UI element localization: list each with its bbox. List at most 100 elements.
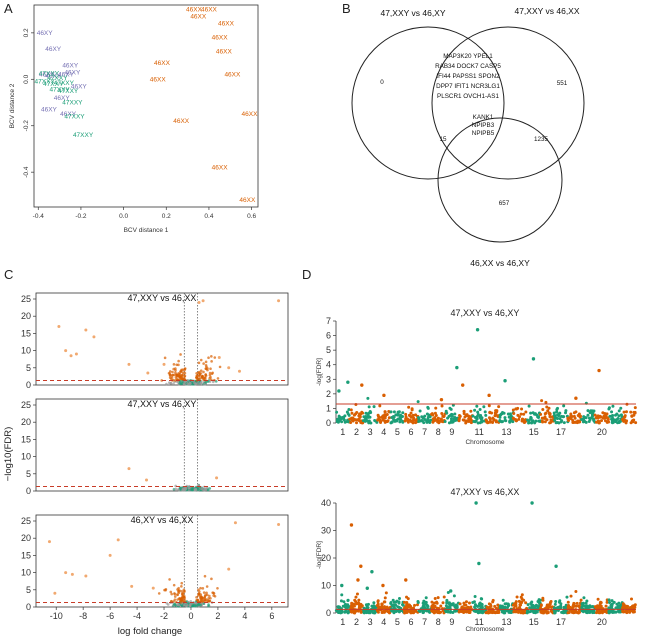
manhattan-point <box>343 420 347 424</box>
y-tick-label: 0.2 <box>23 28 30 37</box>
volcano-outlier <box>130 584 134 588</box>
manhattan-point <box>404 417 408 421</box>
x-tick-label: -8 <box>79 611 87 621</box>
manhattan-point <box>382 609 386 613</box>
manhattan-point <box>497 405 501 409</box>
manhattan-point <box>413 603 417 607</box>
volcano-point <box>182 377 185 381</box>
manhattan-point <box>531 411 535 415</box>
manhattan-point <box>527 421 531 425</box>
volcano-point <box>168 370 172 373</box>
chromosome-tick-label: 8 <box>436 617 441 627</box>
manhattan-point <box>584 601 588 605</box>
manhattan-point <box>626 604 630 608</box>
manhattan-point <box>424 596 428 600</box>
manhattan-title-1: 47,XXY vs 46,XY <box>451 308 520 318</box>
manhattan-point <box>543 420 547 424</box>
chromosome-tick-label: 2 <box>354 617 359 627</box>
volcano-outlier <box>127 467 131 471</box>
manhattan-point <box>572 601 576 605</box>
volcano-point <box>182 382 186 386</box>
manhattan-point <box>498 415 502 419</box>
manhattan-point <box>535 604 539 608</box>
manhattan-point <box>433 597 437 601</box>
manhattan-point <box>524 410 528 414</box>
volcano-point <box>211 380 215 384</box>
plot-frame <box>33 4 259 208</box>
manhattan-point <box>507 415 511 419</box>
manhattan-point <box>378 404 382 408</box>
venn-circle-2 <box>431 26 585 180</box>
manhattan-point <box>546 409 550 413</box>
manhattan-point <box>391 598 395 602</box>
sample-point-label: 46XX <box>173 118 190 125</box>
venn-genes-line: IFI44 PAPSS1 SPON2 <box>436 73 500 80</box>
manhattan-point <box>350 610 354 614</box>
manhattan-peak <box>439 397 444 402</box>
manhattan-point <box>452 417 456 421</box>
manhattan-point <box>615 412 619 416</box>
manhattan-point <box>449 407 453 411</box>
manhattan-point <box>487 602 491 606</box>
volcano-point <box>186 603 189 607</box>
volcano-point <box>190 604 194 608</box>
manhattan-peak <box>574 396 578 400</box>
x-tick-label: -2 <box>160 611 168 621</box>
pcoa-plot: BCV distance 1 BCV distance 2 -0.4 -0.2 0.… <box>9 4 259 234</box>
manhattan-point <box>335 410 339 414</box>
manhattan-point <box>376 418 380 422</box>
volcano-point <box>197 588 200 592</box>
venn-circle-3 <box>437 117 563 243</box>
volcano-point <box>205 591 208 595</box>
volcano-point <box>176 598 179 601</box>
manhattan-point <box>350 418 354 422</box>
y-tick-label: 10 <box>21 346 31 356</box>
venn-core-gene: NPIPB5 <box>472 130 495 137</box>
volcano-point <box>186 382 190 385</box>
manhattan-point <box>484 413 488 417</box>
volcano-point <box>202 370 205 374</box>
x-tick-label: 6 <box>269 611 274 621</box>
manhattan-point <box>619 406 623 410</box>
manhattan-point <box>350 411 354 415</box>
manhattan-point <box>411 609 415 613</box>
chromosome-tick-label: 5 <box>395 617 400 627</box>
manhattan-point <box>540 416 544 420</box>
volcano-point <box>202 362 205 365</box>
manhattan-point <box>366 415 370 419</box>
y-tick-label: 20 <box>21 311 31 321</box>
manhattan-point <box>593 413 597 417</box>
volcano-point <box>175 373 178 376</box>
volcano-frame <box>35 514 289 608</box>
manhattan-point <box>465 413 469 417</box>
manhattan-point <box>381 414 385 418</box>
manhattan-point <box>587 419 591 423</box>
volcano-outlier <box>277 522 281 526</box>
volcano-point <box>206 486 209 490</box>
volcano-point <box>199 603 202 607</box>
manhattan-point <box>502 611 506 615</box>
manhattan-point <box>604 604 608 608</box>
panel-label-a: A <box>4 1 13 16</box>
manhattan-point <box>591 411 595 415</box>
sample-point-label: 46XX <box>154 60 171 67</box>
x-tick-label: 0.4 <box>204 213 213 220</box>
sample-point-label: 47XXY <box>73 132 94 139</box>
manhattan-point <box>352 602 356 606</box>
manhattan-point <box>445 601 449 605</box>
manhattan-point <box>632 610 636 614</box>
manhattan-point <box>573 416 577 420</box>
manhattan-point <box>372 405 376 409</box>
manhattan-point <box>609 603 613 607</box>
x-tick-label: 0.2 <box>162 213 171 220</box>
manhattan-point <box>485 610 489 614</box>
volcano-point <box>177 359 180 363</box>
sample-point-label: 46XX <box>186 7 203 14</box>
panel-label-d: D <box>302 267 311 282</box>
manhattan-point <box>606 419 610 423</box>
manhattan-point <box>431 413 435 417</box>
manhattan-point <box>541 598 545 602</box>
venn-genes-line: MAP3K20 YPEL1 <box>443 53 493 60</box>
manhattan-peak <box>531 357 536 361</box>
manhattan-point <box>611 416 615 420</box>
